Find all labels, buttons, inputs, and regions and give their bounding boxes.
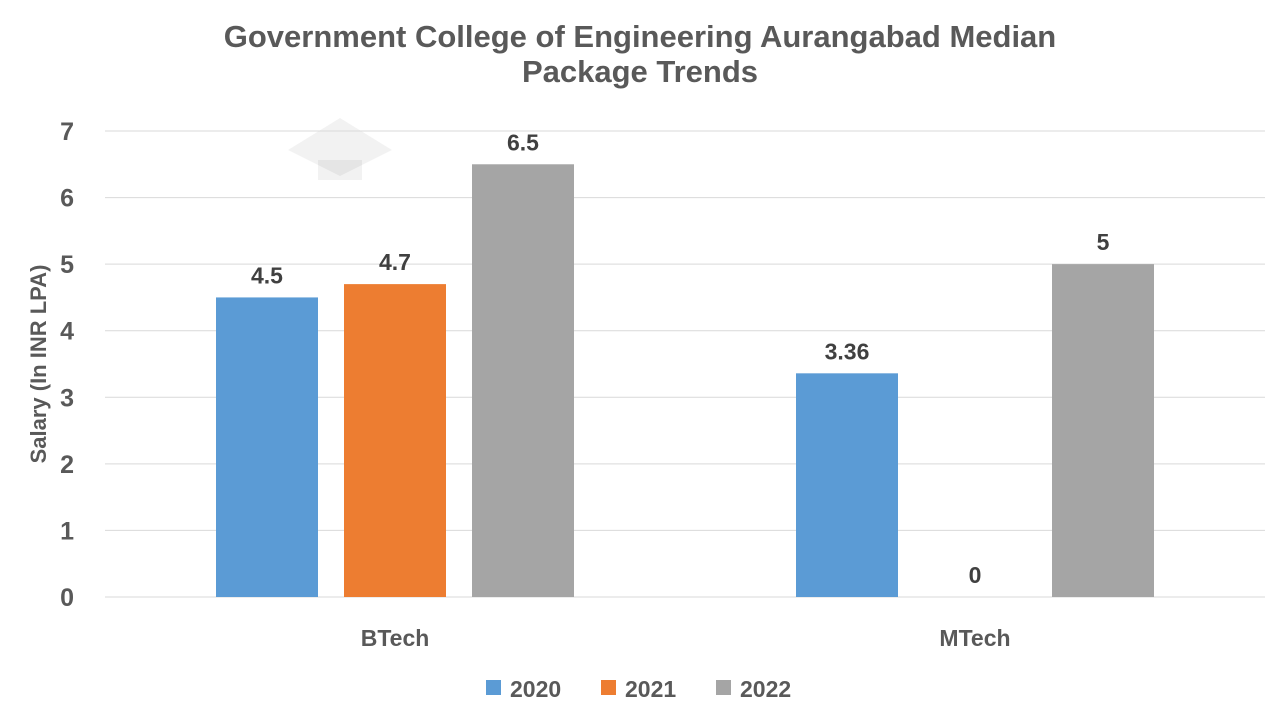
bar-2020-MTech [796,373,898,597]
legend-swatch [486,680,501,695]
legend-label: 2022 [740,676,791,702]
data-label: 3.36 [825,338,870,364]
bar-2022-BTech [472,164,574,598]
legend-label: 2020 [510,676,561,702]
chart-title: Package Trends [522,54,758,89]
data-label: 4.7 [379,249,411,275]
legend-swatch [716,680,731,695]
watermark-logo-base [318,160,362,180]
data-label: 6.5 [507,129,539,155]
x-tick-label: BTech [361,625,430,651]
y-tick-label: 4 [60,318,74,346]
watermark-logo [288,118,392,176]
y-tick-label: 2 [60,451,74,479]
x-tick-label: MTech [939,625,1010,651]
legend-swatch [601,680,616,695]
data-label: 0 [969,562,982,588]
y-tick-label: 5 [60,251,74,279]
y-tick-label: 7 [60,118,74,146]
y-tick-label: 3 [60,384,74,412]
bar-2021-BTech [344,284,446,597]
chart-title: Government College of Engineering Aurang… [224,19,1057,54]
bar-2020-BTech [216,297,318,597]
data-label: 5 [1097,229,1110,255]
y-axis-label: Salary (In INR LPA) [26,265,51,464]
legend-label: 2021 [625,676,676,702]
data-label: 4.5 [251,262,283,288]
y-tick-label: 6 [60,185,74,213]
bar-2022-MTech [1052,264,1154,597]
y-tick-label: 1 [60,517,74,545]
y-tick-label: 0 [60,584,74,612]
